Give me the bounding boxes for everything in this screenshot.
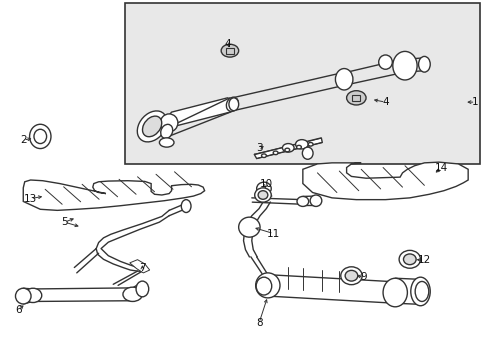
Bar [352,95,360,101]
Text: 3: 3 [255,143,262,153]
Text: 7: 7 [139,262,145,273]
Ellipse shape [255,273,280,298]
Ellipse shape [273,151,278,155]
Ellipse shape [335,68,352,90]
Text: 9: 9 [360,272,366,282]
Ellipse shape [398,250,420,268]
Polygon shape [129,260,149,273]
Ellipse shape [285,148,289,152]
Bar [125,3,479,164]
Ellipse shape [30,124,51,149]
Text: 4: 4 [224,39,230,49]
Ellipse shape [228,98,238,111]
Ellipse shape [254,188,271,202]
Ellipse shape [410,277,429,306]
Ellipse shape [159,138,174,147]
Ellipse shape [136,281,148,297]
Text: 6: 6 [15,305,21,315]
Text: 4: 4 [382,97,388,107]
Text: 10: 10 [259,179,272,189]
Ellipse shape [302,147,312,159]
Ellipse shape [296,145,301,149]
Ellipse shape [16,288,31,304]
Text: 14: 14 [434,163,447,173]
Text: 5: 5 [61,217,68,227]
Ellipse shape [34,129,46,144]
Ellipse shape [414,282,428,301]
Text: 1: 1 [471,97,478,107]
Ellipse shape [392,51,416,80]
Ellipse shape [378,55,391,69]
Ellipse shape [160,114,178,132]
Text: 12: 12 [417,255,430,265]
Polygon shape [23,180,204,210]
Bar [225,48,233,54]
Ellipse shape [340,267,362,285]
Ellipse shape [296,197,308,206]
Text: 2: 2 [20,135,26,145]
Text: 13: 13 [24,194,37,203]
Ellipse shape [307,143,312,146]
Polygon shape [164,98,234,137]
Ellipse shape [346,91,366,105]
Ellipse shape [161,124,172,139]
Ellipse shape [309,195,321,206]
Ellipse shape [382,278,407,307]
Ellipse shape [345,270,357,281]
Ellipse shape [181,200,191,212]
Ellipse shape [256,182,271,195]
Ellipse shape [261,154,266,157]
Ellipse shape [418,57,429,72]
Ellipse shape [122,287,142,301]
Ellipse shape [295,140,307,149]
Polygon shape [302,162,467,200]
Ellipse shape [24,288,41,302]
Ellipse shape [256,277,271,295]
Polygon shape [254,138,322,158]
Ellipse shape [137,111,166,142]
Ellipse shape [221,44,238,57]
Text: 8: 8 [255,318,262,328]
Ellipse shape [142,116,162,137]
Ellipse shape [226,97,238,111]
Ellipse shape [258,191,267,199]
Text: 11: 11 [266,229,280,239]
Ellipse shape [282,144,293,152]
Ellipse shape [238,217,260,237]
Ellipse shape [403,254,415,265]
